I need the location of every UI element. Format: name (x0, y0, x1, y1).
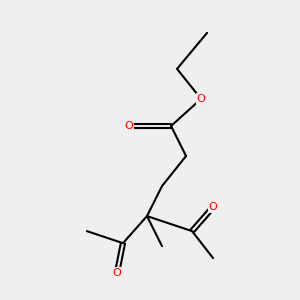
Text: O: O (124, 121, 133, 131)
Text: O: O (112, 268, 121, 278)
Text: O: O (209, 202, 218, 212)
Text: O: O (197, 94, 206, 104)
